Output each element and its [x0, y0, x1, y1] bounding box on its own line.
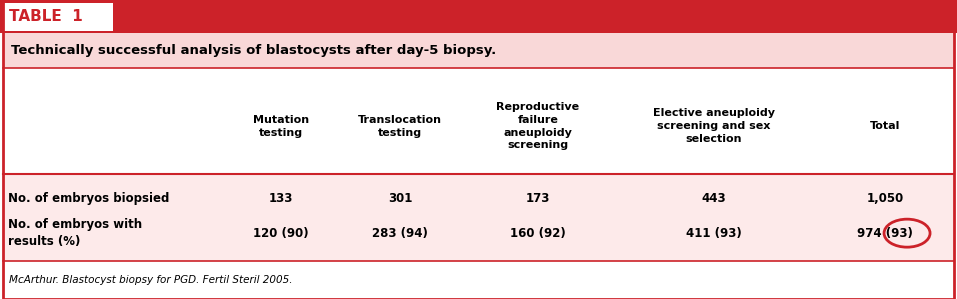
- Text: Technically successful analysis of blastocysts after day-5 biopsy.: Technically successful analysis of blast…: [11, 44, 497, 57]
- Text: 120 (90): 120 (90): [254, 227, 309, 240]
- Bar: [0, 0, 957, 33]
- Text: 974 (93): 974 (93): [857, 227, 913, 240]
- Text: 443: 443: [701, 192, 726, 205]
- Text: Mutation
testing: Mutation testing: [253, 115, 309, 138]
- Bar: [3, 68, 954, 174]
- Text: 283 (94): 283 (94): [372, 227, 428, 240]
- Text: TABLE  1: TABLE 1: [9, 9, 82, 24]
- Bar: [3, 3, 113, 31]
- Text: 301: 301: [388, 192, 412, 205]
- Text: Reproductive
failure
aneuploidy
screening: Reproductive failure aneuploidy screenin…: [497, 102, 580, 150]
- Text: No. of embryos with
results (%): No. of embryos with results (%): [8, 218, 143, 248]
- Text: 160 (92): 160 (92): [510, 227, 566, 240]
- Text: 411 (93): 411 (93): [686, 227, 742, 240]
- Text: No. of embryos biopsied: No. of embryos biopsied: [8, 192, 169, 205]
- Text: 133: 133: [269, 192, 294, 205]
- Text: 173: 173: [525, 192, 550, 205]
- Text: Total: Total: [870, 121, 901, 131]
- Bar: [3, 174, 954, 261]
- Bar: [3, 33, 954, 68]
- Text: 1,050: 1,050: [866, 192, 903, 205]
- Text: Elective aneuploidy
screening and sex
selection: Elective aneuploidy screening and sex se…: [653, 109, 775, 144]
- Bar: [3, 261, 954, 299]
- Text: Translocation
testing: Translocation testing: [358, 115, 442, 138]
- Text: McArthur. Blastocyst biopsy for PGD. Fertil Steril 2005.: McArthur. Blastocyst biopsy for PGD. Fer…: [9, 275, 293, 285]
